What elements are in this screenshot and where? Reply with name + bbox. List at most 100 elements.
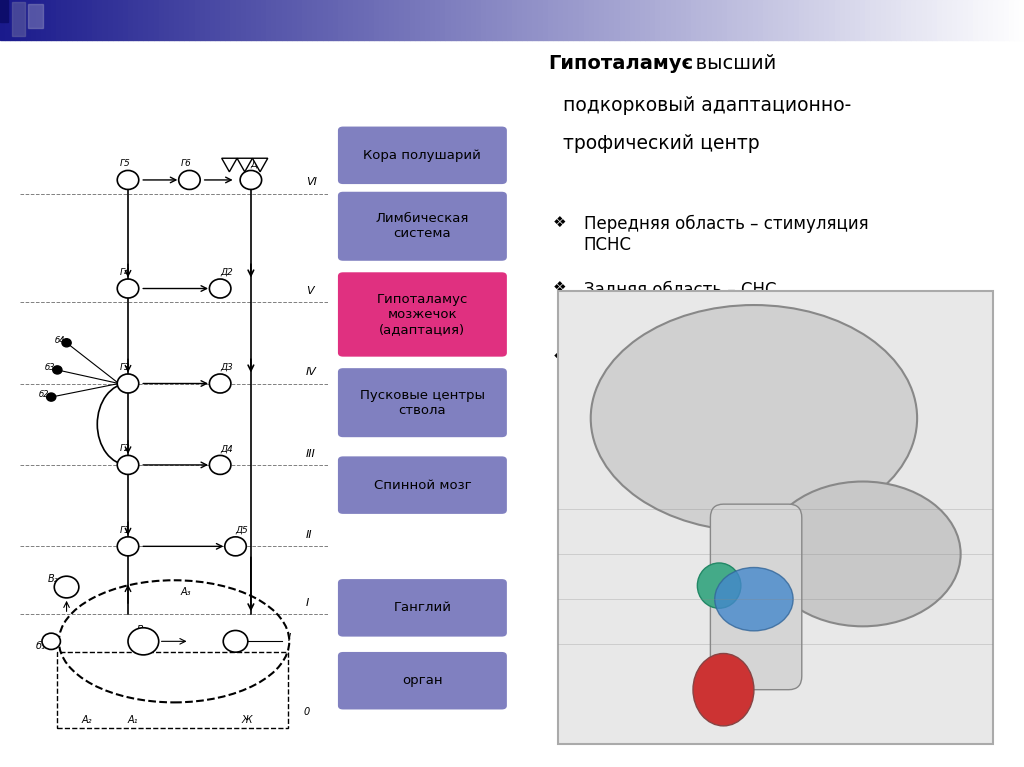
Bar [46, 0, 51, 40]
Bar [143, 0, 148, 40]
Bar [609, 0, 614, 40]
Text: мочеиспускания и т.д.: мочеиспускания и т.д. [587, 491, 784, 509]
FancyBboxPatch shape [338, 652, 507, 709]
Bar [430, 0, 435, 40]
Bar [261, 0, 266, 40]
Bar [722, 0, 727, 40]
Bar [573, 0, 579, 40]
Bar [456, 0, 461, 40]
Bar [988, 0, 993, 40]
Bar [425, 0, 430, 40]
Bar [860, 0, 865, 40]
Bar [492, 0, 497, 40]
Bar [748, 0, 753, 40]
Bar [814, 0, 819, 40]
Bar [26, 0, 31, 40]
Text: Ганглий: Ганглий [393, 601, 452, 614]
Text: б3: б3 [45, 363, 55, 372]
Bar [681, 0, 686, 40]
Bar [840, 0, 845, 40]
Bar [128, 0, 133, 40]
Bar [968, 0, 973, 40]
Polygon shape [252, 158, 268, 172]
Bar [302, 0, 307, 40]
Bar [901, 0, 906, 40]
Circle shape [178, 170, 200, 189]
Text: I: I [288, 634, 291, 644]
Circle shape [42, 634, 60, 650]
Bar [174, 0, 179, 40]
Bar [655, 0, 660, 40]
Text: орган: орган [402, 674, 442, 687]
Bar [20, 0, 26, 40]
Text: - высший: - высший [676, 54, 776, 73]
Circle shape [117, 537, 139, 556]
Text: б₁: б₁ [36, 641, 46, 651]
Bar [947, 0, 952, 40]
Bar [215, 0, 220, 40]
Bar [108, 0, 113, 40]
Bar [660, 0, 666, 40]
Text: ❖: ❖ [553, 280, 566, 295]
Bar [993, 0, 998, 40]
Bar [963, 0, 968, 40]
Bar [512, 0, 517, 40]
Bar [522, 0, 527, 40]
Bar [973, 0, 978, 40]
Bar [384, 0, 389, 40]
Bar [625, 0, 630, 40]
Bar [51, 0, 56, 40]
Bar [317, 0, 323, 40]
Bar [205, 0, 210, 40]
Bar [876, 0, 881, 40]
FancyBboxPatch shape [338, 368, 507, 437]
Text: A₃: A₃ [180, 588, 190, 597]
Bar [364, 0, 369, 40]
Text: Гипоталамус: Гипоталамус [548, 54, 693, 73]
Bar [41, 0, 46, 40]
Bar [579, 0, 584, 40]
Bar [82, 0, 87, 40]
Bar [906, 0, 911, 40]
Bar [568, 0, 573, 40]
Text: IV: IV [306, 367, 317, 377]
Bar [379, 0, 384, 40]
Bar [563, 0, 568, 40]
Text: Спинной мозг: Спинной мозг [374, 479, 471, 492]
Bar [543, 0, 548, 40]
Circle shape [240, 170, 261, 189]
Bar [476, 0, 481, 40]
Text: температуры тела: температуры тела [587, 449, 751, 466]
Bar [5, 0, 10, 40]
Bar [804, 0, 809, 40]
Bar [466, 0, 471, 40]
Bar [983, 0, 988, 40]
Text: Г3: Г3 [120, 363, 130, 372]
Text: ❖: ❖ [553, 215, 566, 230]
FancyBboxPatch shape [338, 127, 507, 184]
Bar [287, 0, 292, 40]
Bar [507, 0, 512, 40]
Bar [742, 0, 748, 40]
Text: Д2: Д2 [220, 268, 232, 277]
Bar [256, 0, 261, 40]
Bar [297, 0, 302, 40]
Bar [768, 0, 773, 40]
Bar [67, 0, 72, 40]
Bar [0, 0, 8, 22]
Bar [881, 0, 886, 40]
Circle shape [223, 630, 248, 652]
Bar [497, 0, 502, 40]
Ellipse shape [765, 482, 961, 627]
Bar [845, 0, 850, 40]
FancyBboxPatch shape [711, 504, 802, 690]
Text: Д1: Д1 [251, 160, 263, 169]
Bar [691, 0, 696, 40]
Bar [824, 0, 829, 40]
Bar [343, 0, 348, 40]
Bar [92, 0, 97, 40]
Bar [148, 0, 154, 40]
Bar [61, 0, 67, 40]
Bar [696, 0, 701, 40]
Bar [614, 0, 620, 40]
